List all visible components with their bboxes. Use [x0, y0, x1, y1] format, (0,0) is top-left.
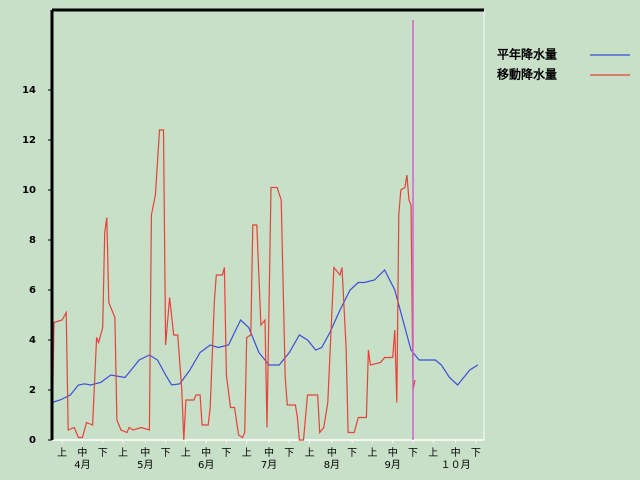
y-tick-label: 0	[29, 435, 36, 446]
x-tick-label: 下	[98, 448, 108, 459]
month-label: １０月	[441, 459, 471, 471]
x-tick-label: 上	[428, 447, 438, 459]
y-tick-label: 10	[22, 185, 36, 196]
y-tick-label: 8	[29, 235, 36, 246]
month-label: 8月	[324, 459, 340, 471]
x-tick-label: 上	[305, 447, 315, 459]
y-tick-label: 6	[29, 285, 36, 296]
y-tick-label: 12	[22, 135, 36, 146]
x-tick-label: 上	[57, 447, 67, 459]
x-tick-label: 中	[264, 446, 274, 459]
x-tick-label: 中	[201, 446, 211, 459]
x-tick-label: 下	[284, 448, 294, 459]
series-line	[51, 268, 479, 404]
x-tick-label: 中	[327, 446, 337, 459]
x-tick-label: 上	[367, 447, 377, 459]
x-tick-label: 中	[388, 446, 398, 459]
month-label: 6月	[198, 459, 214, 471]
x-tick-label: 下	[161, 448, 171, 459]
x-tick-label: 中	[77, 446, 87, 459]
month-label: 4月	[74, 459, 90, 471]
y-tick-label: 2	[29, 385, 36, 396]
x-tick-label: 下	[408, 448, 418, 459]
month-label: 7月	[261, 459, 277, 471]
x-tick-label: 下	[471, 448, 481, 459]
series-line	[51, 129, 416, 441]
x-tick-label: 中	[451, 446, 461, 459]
x-tick-label: 中	[140, 446, 150, 459]
y-tick-label: 14	[22, 85, 36, 96]
x-tick-label: 下	[221, 448, 231, 459]
y-tick-label: 4	[29, 335, 36, 346]
x-tick-label: 上	[181, 447, 191, 459]
month-label: 5月	[137, 459, 153, 471]
x-tick-label: 上	[242, 447, 252, 459]
x-tick-label: 上	[118, 447, 128, 459]
month-label: 9月	[385, 459, 401, 471]
legend-label: 平年降水量	[497, 47, 557, 62]
legend-label: 移動降水量	[497, 67, 557, 82]
x-tick-label: 下	[347, 448, 357, 459]
